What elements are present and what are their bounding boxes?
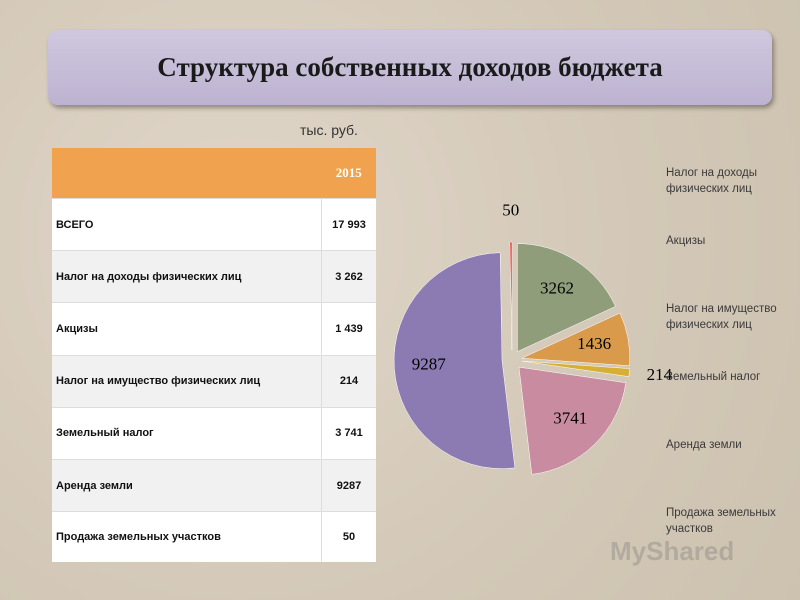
- title: Структура собственных доходов бюджета: [157, 52, 663, 82]
- data-label: 3262: [540, 279, 574, 298]
- legend-label: Акцизы: [666, 235, 706, 247]
- table-row: Земельный налог 3 741: [52, 406, 376, 460]
- data-label: 214: [647, 365, 673, 384]
- title-banner: Структура собственных доходов бюджета: [48, 30, 772, 105]
- table-cell: 3 741: [321, 406, 376, 460]
- header-row: 2015: [52, 148, 376, 199]
- table-cell: 3 262: [321, 250, 376, 303]
- pie-slice: [517, 243, 616, 352]
- data-label: 3741: [553, 409, 587, 428]
- table-row: Продажа земельных участков 50: [52, 511, 376, 562]
- table-row: Налог на имущество физических лиц 214: [52, 354, 376, 408]
- pie-slice: [518, 366, 627, 475]
- table-row: Налог на доходы физических лиц 3 262: [52, 250, 376, 303]
- legend-label: Налог на имущество физических лиц: [666, 303, 777, 331]
- table-cell: 1 439: [321, 302, 376, 356]
- legend-label: Продажа земельных участков: [666, 507, 776, 535]
- pie-slice: [521, 312, 631, 367]
- unit-label: тыс. руб.: [300, 122, 358, 138]
- header-cell: [52, 148, 322, 199]
- table-row: Акцизы 1 439: [52, 302, 376, 356]
- table-cell: ВСЕГО: [52, 197, 322, 251]
- pie-slice: [521, 360, 630, 377]
- data-label: 9287: [412, 355, 447, 374]
- table-cell: 9287: [321, 459, 376, 512]
- data-label: 1436: [577, 334, 611, 353]
- pie-slice: [509, 241, 513, 351]
- legend-label: Земельный налог: [666, 371, 761, 383]
- data-table: 2015 ВСЕГО 17 993 Налог на доходы физически…: [52, 148, 376, 562]
- table-row: ВСЕГО 17 993: [52, 197, 376, 251]
- table-cell: Продажа земельных участков: [52, 511, 322, 562]
- table-row: Аренда земли 9287: [52, 459, 376, 512]
- table-cell: Налог на доходы физических лиц: [52, 250, 322, 303]
- legend-label: Налог на доходы физических лиц: [666, 167, 757, 195]
- table-cell: 17 993: [321, 197, 376, 251]
- table-cell: 50: [321, 511, 376, 562]
- legend-label: Аренда земли: [666, 439, 742, 451]
- pie-slice: [393, 252, 516, 469]
- data-label: 50: [502, 201, 519, 220]
- header-cell: 2015: [321, 148, 376, 199]
- table-cell: Земельный налог: [52, 406, 322, 460]
- watermark: MyShared: [610, 536, 735, 566]
- table-cell: 214: [321, 354, 376, 408]
- table-cell: Аренда земли: [52, 459, 322, 512]
- table-cell: Акцизы: [52, 302, 322, 356]
- table-cell: Налог на имущество физических лиц: [52, 354, 322, 408]
